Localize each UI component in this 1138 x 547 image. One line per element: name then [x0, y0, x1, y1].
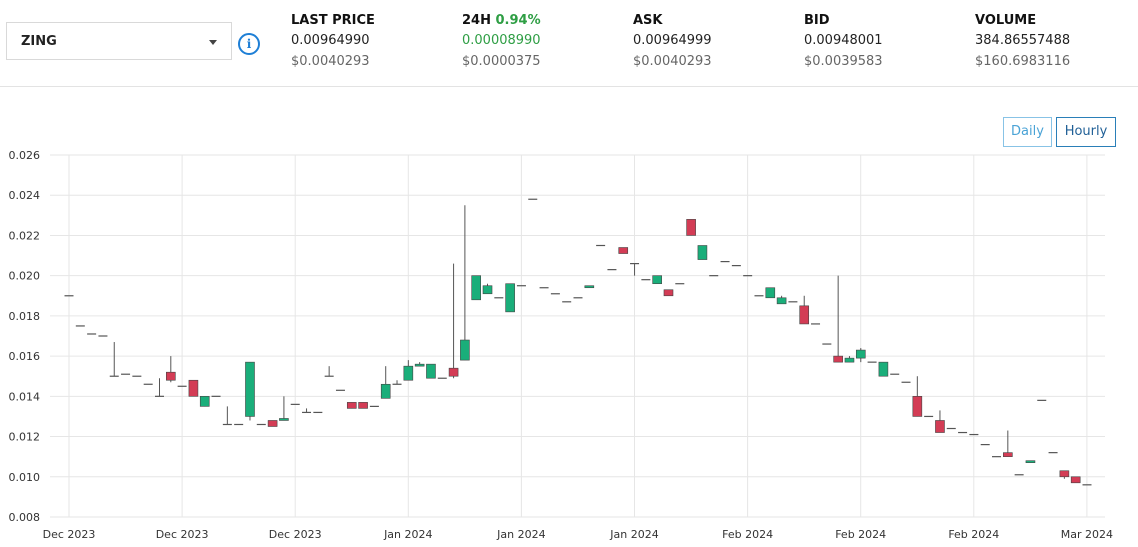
y-tick-label: 0.022: [9, 229, 41, 242]
y-tick-label: 0.014: [9, 390, 41, 403]
stat-label: LAST PRICE: [291, 13, 375, 28]
x-tick-label: Feb 2024: [835, 528, 886, 541]
info-icon[interactable]: i: [238, 33, 260, 55]
candle-up: [279, 418, 289, 421]
x-tick-label: Dec 2023: [156, 528, 209, 541]
y-tick-label: 0.026: [9, 149, 41, 162]
candle-up: [471, 275, 482, 301]
candle-up: [1025, 460, 1036, 464]
candle-down: [166, 371, 176, 381]
stat-value: 0.00008990: [462, 33, 541, 48]
stat-usd: $160.6983116: [975, 54, 1071, 69]
candle-down: [1070, 476, 1081, 484]
stat-volume: VOLUME 384.86557488 $160.6983116: [975, 13, 1070, 69]
candle-up: [199, 396, 210, 407]
candle-up: [765, 287, 776, 299]
candle-down: [663, 289, 674, 297]
x-tick-label: Feb 2024: [722, 528, 773, 541]
candle-up: [482, 285, 493, 295]
candle-up: [380, 383, 391, 399]
candle-down: [912, 396, 923, 417]
candle-up: [245, 361, 255, 417]
stat-label: 24H 0.94%: [462, 13, 541, 33]
candle-up: [776, 297, 787, 305]
stat-24h: 24H 0.94% 0.00008990 $0.0000375: [462, 13, 541, 69]
candle-down: [799, 305, 810, 325]
candle-down: [618, 247, 629, 254]
candle-up: [697, 245, 708, 260]
x-tick-label: Feb 2024: [948, 528, 999, 541]
chevron-down-icon: [209, 40, 217, 45]
y-tick-label: 0.018: [9, 310, 41, 323]
stat-usd: $0.0040293: [291, 54, 370, 69]
stat-label: ASK: [633, 13, 663, 28]
stat-label-text: 24H: [462, 13, 491, 28]
candle-up: [878, 361, 889, 377]
candle-up: [652, 275, 662, 285]
y-tick-label: 0.024: [9, 189, 41, 202]
y-tick-label: 0.008: [9, 511, 41, 524]
stat-percent: 0.94%: [495, 13, 541, 28]
x-tick-label: Dec 2023: [43, 528, 96, 541]
daily-button[interactable]: Daily: [1003, 117, 1052, 147]
candle-down: [935, 420, 945, 433]
stat-value: 0.00964999: [633, 33, 712, 48]
stat-label: VOLUME: [975, 13, 1037, 28]
stat-usd: $0.0039583: [804, 54, 883, 69]
candle-up: [460, 339, 470, 361]
stat-bid: BID 0.00948001 $0.0039583: [804, 13, 883, 69]
y-tick-label: 0.020: [9, 270, 41, 283]
y-tick-label: 0.012: [9, 431, 41, 444]
y-tick-label: 0.016: [9, 350, 41, 363]
stat-ask: ASK 0.00964999 $0.0040293: [633, 13, 712, 69]
stat-usd: $0.0000375: [462, 54, 541, 69]
candle-down: [358, 402, 368, 409]
candle-down: [267, 420, 278, 427]
candle-up: [855, 349, 866, 359]
x-tick-label: Mar 2024: [1061, 528, 1113, 541]
candle-down: [346, 402, 357, 409]
stat-value: 0.00948001: [804, 33, 883, 48]
hourly-button[interactable]: Hourly: [1056, 117, 1116, 147]
stat-label: BID: [804, 13, 830, 28]
ticker-header: ZING i LAST PRICE 0.00964990 $0.0040293 …: [0, 0, 1138, 87]
candle-down: [833, 355, 843, 363]
y-tick-label: 0.010: [9, 471, 41, 484]
pair-select-value: ZING: [21, 34, 57, 49]
candle-up: [844, 357, 855, 363]
stat-usd: $0.0040293: [633, 54, 712, 69]
candle-down: [686, 219, 696, 236]
candle-up: [584, 285, 595, 289]
candle-up: [426, 363, 436, 379]
candle-up: [414, 363, 425, 367]
pair-select[interactable]: ZING: [6, 22, 232, 60]
price-chart: 0.026 0.024 0.022 0.020 0.018 0.016 0.014 0.012…: [9, 149, 1114, 541]
candle-up: [505, 283, 515, 313]
x-tick-label: Jan 2024: [383, 528, 432, 541]
x-tick-label: Jan 2024: [609, 528, 658, 541]
candle-down: [1003, 452, 1013, 457]
stat-value: 0.00964990: [291, 33, 370, 48]
stat-last-price: LAST PRICE 0.00964990 $0.0040293: [291, 13, 375, 69]
candle-down: [448, 367, 459, 377]
x-tick-label: Jan 2024: [496, 528, 545, 541]
candle-up: [403, 365, 414, 381]
candle-down: [1059, 470, 1070, 478]
x-tick-label: Dec 2023: [269, 528, 322, 541]
candle-down: [188, 379, 199, 397]
stat-value: 384.86557488: [975, 33, 1071, 48]
